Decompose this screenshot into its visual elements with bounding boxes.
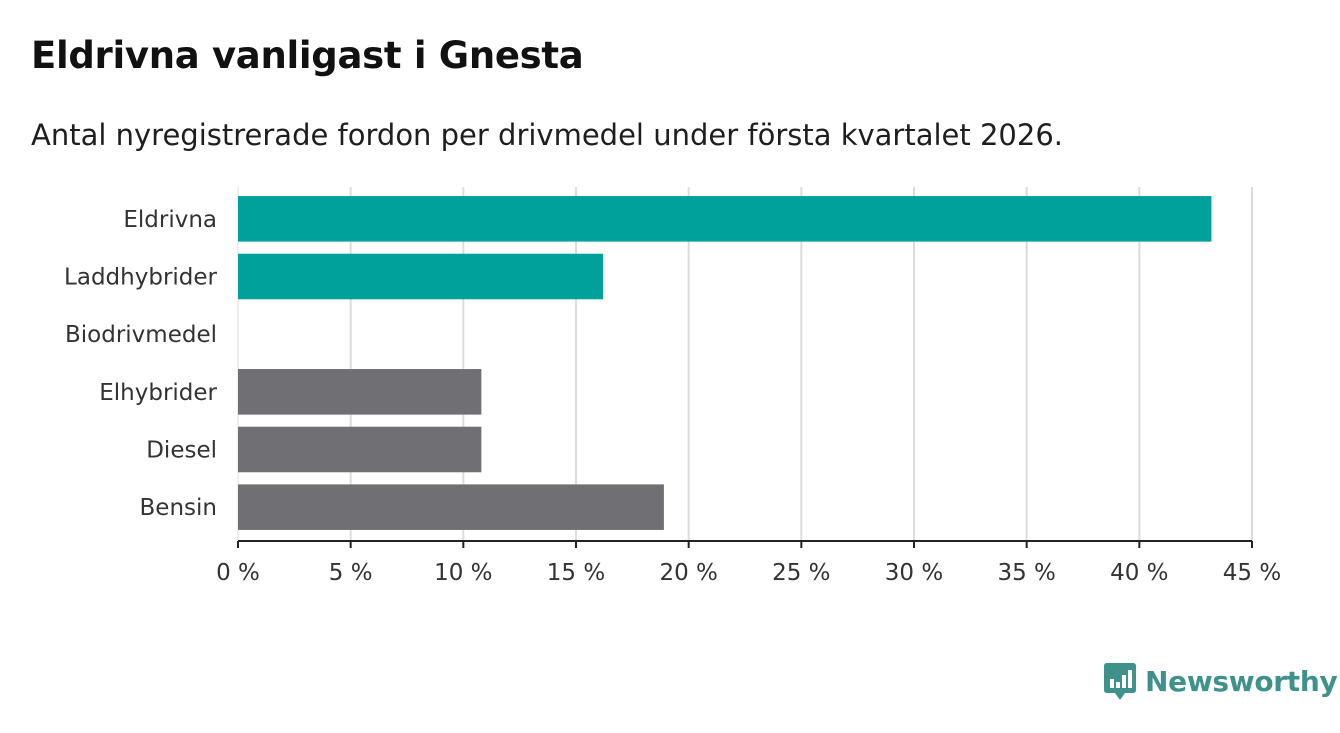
category-label: Biodrivmedel <box>65 322 217 348</box>
x-axis: 0 % 5 % 10 % 15 % 20 % 25 % 30 % 35 % 40 % 45 % <box>216 540 1281 586</box>
x-tick-label: 5 % <box>329 560 373 586</box>
newsworthy-chart-bubble-icon <box>1104 663 1136 700</box>
category-labels: Eldrivna Laddhybrider Biodrivmedel Elhybrid… <box>64 207 217 521</box>
category-label: Eldrivna <box>123 207 217 233</box>
x-tick-label: 20 % <box>659 560 717 586</box>
x-tick-label: 30 % <box>885 560 943 586</box>
category-label: Bensin <box>140 495 217 521</box>
x-tick-label: 10 % <box>434 560 492 586</box>
x-tick-label: 0 % <box>216 560 260 586</box>
chart-subtitle: Antal nyregistrerade fordon per drivmede… <box>31 118 1064 152</box>
x-tick-label: 25 % <box>772 560 830 586</box>
chart-title: Eldrivna vanligast i Gnesta <box>31 34 584 77</box>
x-tick-label: 15 % <box>547 560 605 586</box>
bar-bensin <box>238 484 664 530</box>
newsworthy-logo: Newsworthy <box>1103 661 1338 701</box>
x-tick-label: 40 % <box>1110 560 1168 586</box>
bars <box>238 196 1212 530</box>
x-tick-label: 45 % <box>1223 560 1281 586</box>
category-label: Elhybrider <box>99 380 217 406</box>
gridlines <box>237 187 1253 541</box>
category-label: Diesel <box>146 438 217 464</box>
category-label: Laddhybrider <box>64 265 217 291</box>
bar-eldrivna <box>238 196 1212 242</box>
bar-elhybrider <box>238 369 482 415</box>
logo-text: Newsworthy <box>1145 664 1338 698</box>
bar-laddhybrider <box>238 253 604 300</box>
x-tick-label: 35 % <box>997 560 1055 586</box>
bar-diesel <box>238 426 482 473</box>
